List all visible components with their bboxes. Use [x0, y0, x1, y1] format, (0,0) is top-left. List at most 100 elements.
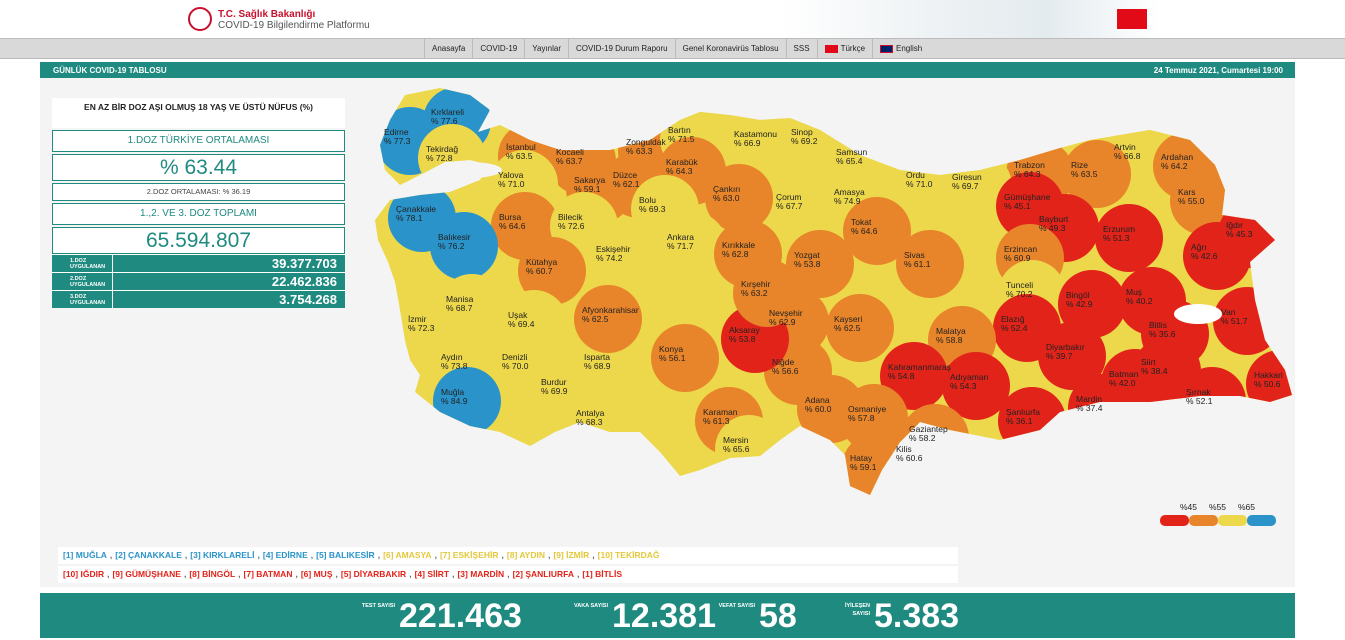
nav-item[interactable]: Yayınlar	[524, 39, 568, 59]
flag-icon	[880, 44, 894, 53]
province-name: Isparta	[584, 352, 610, 362]
province-area[interactable]	[1095, 204, 1163, 272]
ranked-province[interactable]: [7] ESKİŞEHİR	[439, 550, 499, 560]
ranked-province[interactable]: [4] EDİRNE	[262, 550, 308, 560]
province-value: % 63.7	[556, 156, 583, 166]
ranked-province[interactable]: [2] ÇANAKKALE	[115, 550, 182, 560]
province-area[interactable]	[733, 259, 801, 327]
ranked-province[interactable]: [8] BİNGÖL	[189, 569, 236, 579]
province-name: Eskişehir	[596, 244, 631, 254]
province-area[interactable]	[826, 294, 894, 362]
nav-item[interactable]: Türkçe	[816, 39, 872, 59]
province-name: Uşak	[508, 310, 528, 320]
dose-row: 3.DOZ UYGULANAN 3.754.268	[52, 290, 345, 308]
province-value: % 45.1	[1004, 201, 1031, 211]
brand[interactable]: T.C. Sağlık Bakanlığı COVID-19 Bilgilend…	[218, 9, 370, 31]
total-label: 1.,2. VE 3. DOZ TOPLAMI	[52, 203, 345, 225]
province-value: % 65.4	[836, 156, 863, 166]
dose-row: 1.DOZ UYGULANAN 39.377.703	[52, 254, 345, 272]
province-area[interactable]	[651, 324, 719, 392]
ranked-province[interactable]: [8] AYDIN	[506, 550, 545, 560]
province-area[interactable]	[518, 237, 586, 305]
province-area[interactable]	[494, 332, 562, 400]
province-value: % 53.8	[729, 334, 756, 344]
province-name: Osmaniye	[848, 404, 887, 414]
province-name: Mersin	[723, 435, 749, 445]
province-area[interactable]	[588, 224, 656, 292]
province-area[interactable]	[896, 230, 964, 298]
province-area[interactable]	[1063, 140, 1131, 208]
province-name: Çorum	[776, 192, 802, 202]
province-value: % 42.9	[1066, 299, 1093, 309]
ranked-province[interactable]: [5] BALIKESİR	[316, 550, 375, 560]
logo[interactable]	[188, 7, 212, 31]
nav-item[interactable]: COVID-19 Durum Raporu	[568, 39, 675, 59]
dose-value: 3.754.268	[112, 291, 345, 308]
ranked-province[interactable]: [10] IĞDIR	[63, 569, 105, 579]
separator: ,	[434, 550, 437, 560]
province-area[interactable]	[1058, 270, 1126, 338]
nav-item[interactable]: English	[872, 39, 929, 59]
stat-label: TEST SAYISI	[361, 603, 395, 609]
province-value: % 69.2	[791, 136, 818, 146]
province-area[interactable]	[1170, 167, 1238, 235]
separator: ,	[238, 569, 241, 579]
province-area[interactable]	[1038, 322, 1106, 390]
ranked-province[interactable]: [2] ŞANLIURFA	[512, 569, 574, 579]
province-name: Çanakkale	[396, 204, 436, 214]
ranked-province[interactable]: [3] KIRKLARELİ	[190, 550, 255, 560]
province-value: % 63.5	[506, 151, 533, 161]
province-value: % 76.2	[438, 241, 465, 251]
separator: ,	[109, 550, 113, 560]
province-name: Sivas	[904, 250, 925, 260]
province-name: Nevşehir	[769, 308, 803, 318]
province-area[interactable]	[726, 109, 794, 177]
sea-of-marmara	[438, 162, 502, 178]
ranked-province[interactable]: [3] MARDİN	[457, 569, 505, 579]
province-area[interactable]	[430, 212, 498, 280]
province-name: Burdur	[541, 377, 567, 387]
province-value: % 59.1	[574, 184, 601, 194]
province-area[interactable]	[843, 197, 911, 265]
province-name: Kırıkkale	[722, 240, 755, 250]
province-name: Karaman	[703, 407, 738, 417]
ranked-province[interactable]: [9] GÜMÜŞHANE	[112, 569, 181, 579]
ranked-province[interactable]: [6] MUŞ	[300, 569, 333, 579]
province-value: % 58.8	[936, 335, 963, 345]
nav-item[interactable]: Anasayfa	[424, 39, 472, 59]
ranked-province[interactable]: [9] İZMİR	[553, 550, 590, 560]
ranked-province[interactable]: [10] TEKİRDAĞ	[597, 550, 660, 560]
province-name: Bitlis	[1149, 320, 1167, 330]
ranked-province[interactable]: [4] SİİRT	[414, 569, 450, 579]
ranked-province[interactable]: [6] AMASYA	[383, 550, 432, 560]
province-value: % 62.5	[582, 314, 609, 324]
province-area[interactable]	[1183, 222, 1251, 290]
province-area[interactable]	[659, 212, 727, 280]
header: T.C. Sağlık Bakanlığı COVID-19 Bilgilend…	[0, 0, 1345, 38]
province-name: Bursa	[499, 212, 521, 222]
province-name: Yalova	[498, 170, 524, 180]
province-name: Aksaray	[729, 325, 760, 335]
nav-item[interactable]: SSS	[785, 39, 817, 59]
province-value: % 66.8	[1114, 151, 1141, 161]
stat-label: VAKA SAYISI	[573, 603, 608, 609]
province-area[interactable]	[786, 230, 854, 298]
province-area[interactable]	[942, 352, 1010, 420]
province-name: Elazığ	[1001, 314, 1025, 324]
province-value: % 38.4	[1141, 366, 1168, 376]
nav-item[interactable]: Genel Koronavirüs Tablosu	[674, 39, 786, 59]
province-value: % 71.7	[667, 241, 694, 251]
ranked-province[interactable]: [5] DİYARBAKIR	[340, 569, 407, 579]
province-name: Amasya	[834, 187, 865, 197]
province-value: % 54.8	[888, 371, 915, 381]
ranked-province[interactable]: [7] BATMAN	[243, 569, 293, 579]
ranked-province[interactable]: [1] BİTLİS	[582, 569, 622, 579]
province-value: % 72.8	[426, 153, 453, 163]
nav-item[interactable]: COVID-19	[472, 39, 524, 59]
separator: ,	[548, 550, 551, 560]
ranked-province[interactable]: [1] MUĞLA	[63, 550, 107, 560]
province-area[interactable]	[768, 172, 836, 240]
province-area[interactable]	[574, 285, 642, 353]
separator: ,	[183, 569, 187, 579]
province-value: % 65.6	[723, 444, 750, 454]
